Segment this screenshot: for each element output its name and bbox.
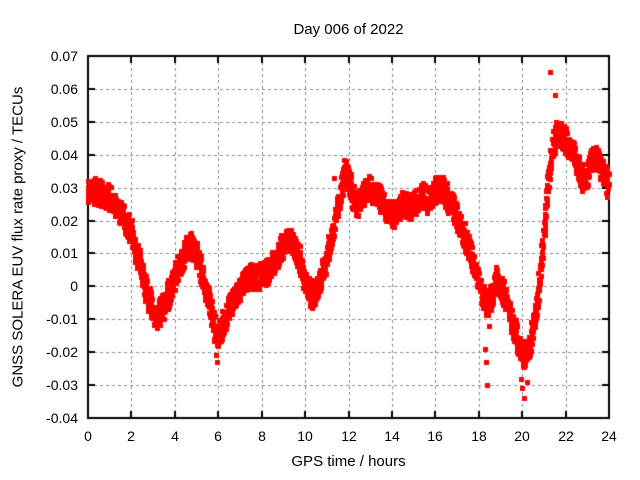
y-tick-label: 0.03 xyxy=(50,180,78,196)
chart-title: Day 006 of 2022 xyxy=(293,21,404,38)
x-tick-label: 18 xyxy=(471,428,487,444)
x-tick-label: 10 xyxy=(297,428,313,444)
y-tick-label: -0.01 xyxy=(46,311,78,327)
y-tick-label: 0.01 xyxy=(50,245,78,261)
x-tick-label: 2 xyxy=(127,428,135,444)
y-tick-label: -0.04 xyxy=(46,410,78,426)
y-axis-label: GNSS SOLERA EUV flux rate proxy / TECUs xyxy=(9,86,27,388)
y-tick-label: 0.06 xyxy=(50,81,78,97)
x-axis-label: GPS time / hours xyxy=(291,453,406,470)
x-tick-label: 4 xyxy=(171,428,179,444)
x-tick-label: 16 xyxy=(427,428,443,444)
y-tick-label: 0.05 xyxy=(50,114,78,130)
y-tick-label: -0.02 xyxy=(46,344,78,360)
x-tick-label: 20 xyxy=(514,428,530,444)
x-tick-label: 8 xyxy=(258,428,266,444)
x-tick-label: 22 xyxy=(558,428,574,444)
x-tick-label: 0 xyxy=(84,428,92,444)
y-tick-label: -0.03 xyxy=(46,377,78,393)
y-tick-label: 0.04 xyxy=(50,147,78,163)
y-tick-label: 0 xyxy=(70,278,78,294)
y-tick-label: 0.07 xyxy=(50,48,78,64)
y-tick-label: 0.02 xyxy=(50,213,78,229)
x-tick-label: 12 xyxy=(341,428,357,444)
x-tick-label: 14 xyxy=(384,428,400,444)
x-tick-label: 6 xyxy=(214,428,222,444)
x-tick-label: 24 xyxy=(601,428,617,444)
